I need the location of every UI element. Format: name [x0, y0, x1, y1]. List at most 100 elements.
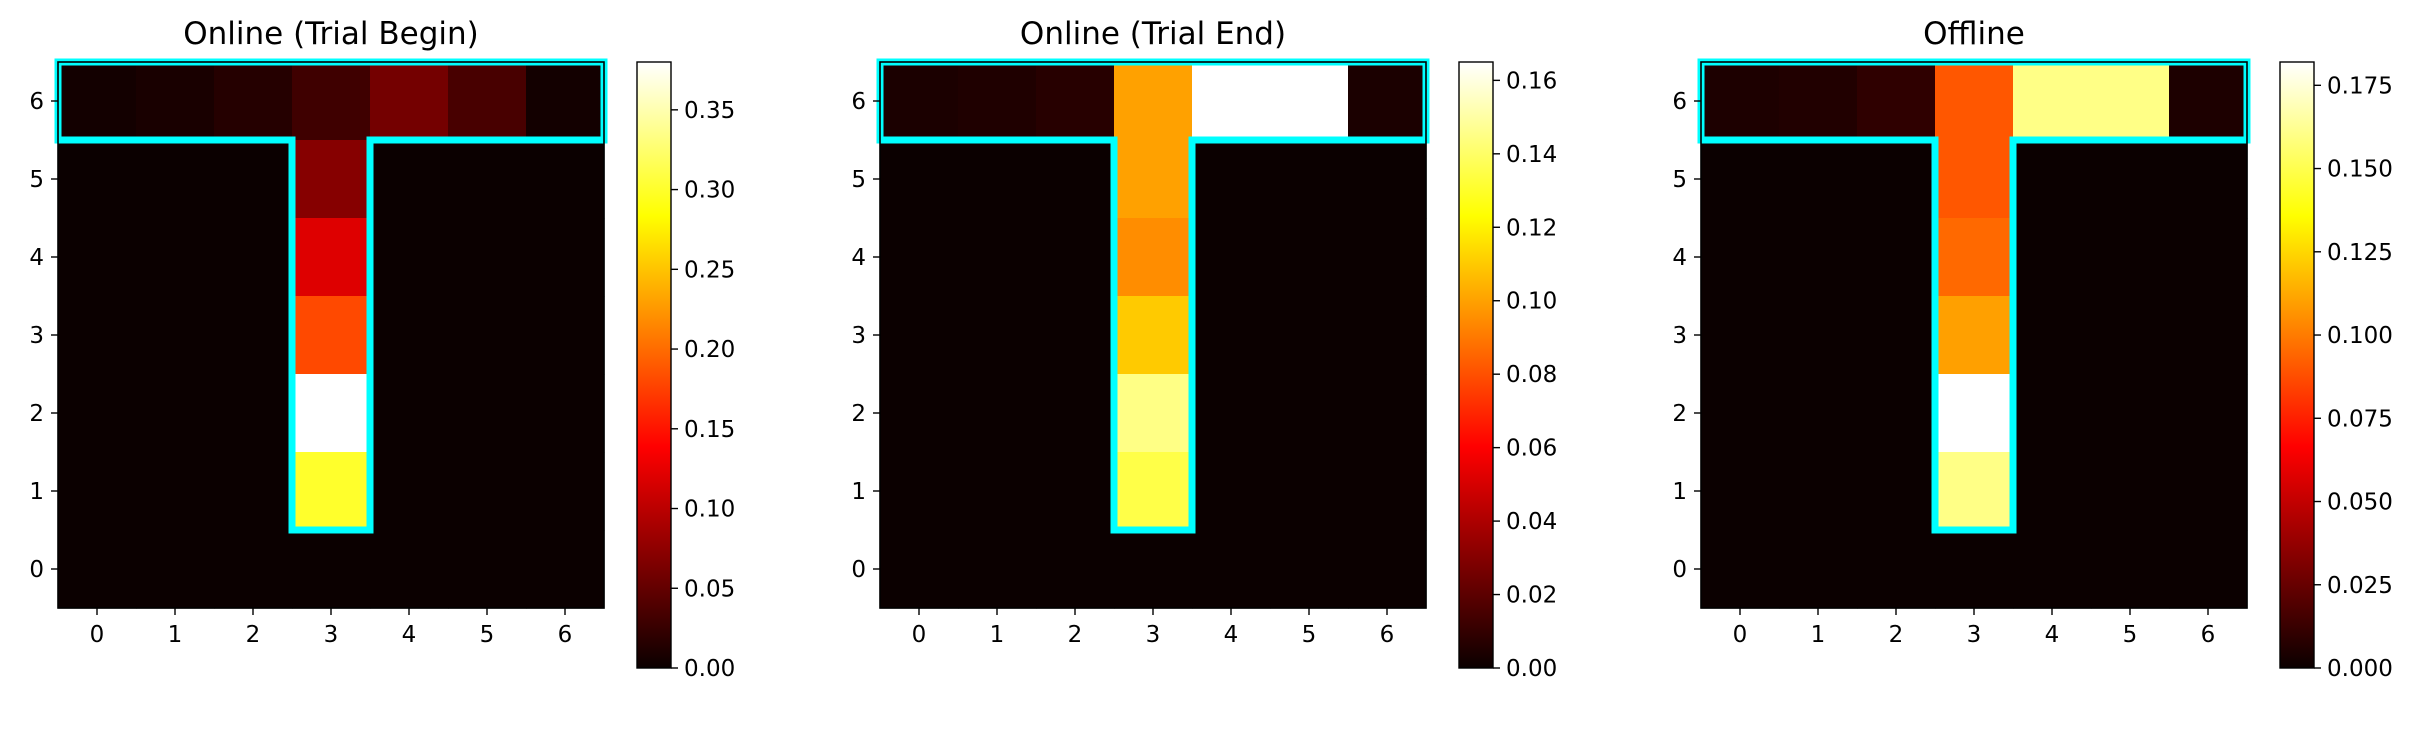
heatmap-cell-x1-y1 [136, 452, 215, 531]
heatmap-cell-x4-y2 [1192, 374, 1271, 453]
heatmap-cell-x5-y6 [448, 62, 527, 141]
x-tick-label: 1 [168, 622, 183, 648]
heatmap-cell-x5-y4 [1270, 218, 1349, 297]
heatmap-cell-x5-y3 [448, 296, 527, 375]
heatmap-cell-x1-y6 [136, 62, 215, 141]
heatmap-cell-x1-y6 [1779, 62, 1858, 141]
heatmap-cell-x3-y0 [292, 530, 371, 609]
x-tick-label: 2 [246, 622, 261, 648]
colorbar-tick-label: 0.025 [2327, 573, 2393, 599]
x-tick-label: 3 [324, 622, 339, 648]
colorbar-tick-label: 0.12 [1506, 215, 1557, 241]
x-tick-label: 2 [1068, 622, 1083, 648]
y-tick-label: 6 [29, 89, 44, 115]
heatmap-cell-x4-y5 [1192, 140, 1271, 219]
heatmap-panel-1: Online (Trial Begin) 0 1 2 3 4 5 6 0 1 2 3 4 5 6 0.00 0.… [29, 16, 735, 682]
heatmap-cell-x5-y5 [2091, 140, 2170, 219]
colorbar-tick-label: 0.25 [684, 257, 735, 283]
heatmap-cell-x5-y1 [448, 452, 527, 531]
x-tick-label: 3 [1146, 622, 1161, 648]
heatmap-cell-x4-y1 [370, 452, 449, 531]
y-tick-label: 0 [29, 557, 44, 583]
colorbar-tick-label: 0.075 [2327, 406, 2393, 432]
heatmap-cell-x3-y0 [1114, 530, 1193, 609]
x-tick-label: 4 [2045, 622, 2060, 648]
colorbar-tick-label: 0.175 [2327, 73, 2393, 99]
heatmap-cell-x6-y0 [526, 530, 605, 609]
heatmap-cell-x1-y1 [958, 452, 1037, 531]
heatmap-cell-x6-y6 [1348, 62, 1427, 141]
x-tick-label: 6 [1380, 622, 1395, 648]
x-tick-label: 5 [2123, 622, 2138, 648]
heatmap-cell-x6-y2 [526, 374, 605, 453]
heatmap-cell-x4-y2 [370, 374, 449, 453]
heatmap-cell-x6-y4 [1348, 218, 1427, 297]
colorbar-tick-label: 0.050 [2327, 490, 2393, 516]
heatmap-cell-x5-y0 [2091, 530, 2170, 609]
heatmap-cell-x5-y1 [2091, 452, 2170, 531]
y-tick-label: 5 [851, 167, 866, 193]
heatmap-cell-x0-y0 [880, 530, 959, 609]
heatmap-cell-x3-y3 [292, 296, 371, 375]
heatmap-cell-x0-y2 [880, 374, 959, 453]
colorbar-tick-label: 0.16 [1506, 68, 1557, 94]
colorbar-tick-label: 0.100 [2327, 323, 2393, 349]
heatmap-cell-x6-y3 [1348, 296, 1427, 375]
heatmap-cell-x6-y0 [1348, 530, 1427, 609]
heatmap-cell-x6-y1 [526, 452, 605, 531]
y-tick-label: 2 [851, 401, 866, 427]
colorbar-tick-label: 0.14 [1506, 142, 1557, 168]
heatmap-cell-x0-y6 [1701, 62, 1780, 141]
x-tick-label: 1 [990, 622, 1005, 648]
heatmap-cell-x2-y2 [1036, 374, 1115, 453]
heatmap-cell-x6-y1 [1348, 452, 1427, 531]
colorbar-tick-label: 0.150 [2327, 157, 2393, 183]
y-tick-label: 3 [851, 323, 866, 349]
y-tick-label: 2 [29, 401, 44, 427]
heatmap-cell-x0-y0 [1701, 530, 1780, 609]
colorbar-tick-label: 0.04 [1506, 509, 1557, 535]
heatmap-cell-x6-y6 [2169, 62, 2248, 141]
heatmap-cell-x5-y3 [2091, 296, 2170, 375]
heatmap-cell-x3-y2 [1114, 374, 1193, 453]
y-tick-label: 3 [1672, 323, 1687, 349]
colorbar [1458, 61, 1494, 669]
heatmap-cell-x2-y1 [1036, 452, 1115, 531]
y-tick-label: 4 [29, 245, 44, 271]
heatmap-cell-x6-y5 [2169, 140, 2248, 219]
heatmap-cell-x1-y0 [958, 530, 1037, 609]
heatmap-cell-x3-y5 [292, 140, 371, 219]
heatmap-cell-x6-y2 [1348, 374, 1427, 453]
heatmap-cell-x3-y1 [1114, 452, 1193, 531]
heatmap-cell-x1-y4 [1779, 218, 1858, 297]
heatmap-cell-x4-y6 [1192, 62, 1271, 141]
heatmap-cell-x4-y4 [370, 218, 449, 297]
heatmap-cell-x2-y5 [214, 140, 293, 219]
heatmap-cell-x1-y5 [1779, 140, 1858, 219]
heatmap-cell-x0-y6 [880, 62, 959, 141]
heatmap-cell-x0-y6 [58, 62, 137, 141]
y-tick-label: 0 [1672, 557, 1687, 583]
heatmap-cell-x4-y2 [2013, 374, 2092, 453]
heatmap-cell-x5-y6 [2091, 62, 2170, 141]
x-tick-label: 4 [402, 622, 417, 648]
heatmap-cell-x4-y4 [2013, 218, 2092, 297]
x-tick-label: 2 [1889, 622, 1904, 648]
heatmap-cell-x2-y3 [1857, 296, 1936, 375]
heatmap-cell-x4-y3 [1192, 296, 1271, 375]
heatmap-cell-x3-y6 [1114, 62, 1193, 141]
heatmap-cell-x5-y1 [1270, 452, 1349, 531]
heatmap-cell-x2-y6 [1036, 62, 1115, 141]
y-tick-label: 1 [1672, 479, 1687, 505]
heatmap-cell-x4-y1 [1192, 452, 1271, 531]
heatmap-cell-x2-y2 [214, 374, 293, 453]
heatmap-cell-x6-y4 [526, 218, 605, 297]
heatmap-cell-x1-y4 [958, 218, 1037, 297]
heatmap-cell-x6-y3 [526, 296, 605, 375]
heatmap-cell-x5-y5 [1270, 140, 1349, 219]
chart-title: Offline [1923, 16, 2025, 52]
colorbar-tick-label: 0.30 [684, 178, 735, 204]
heatmap-cell-x2-y4 [1857, 218, 1936, 297]
heatmap-cell-x1-y3 [136, 296, 215, 375]
